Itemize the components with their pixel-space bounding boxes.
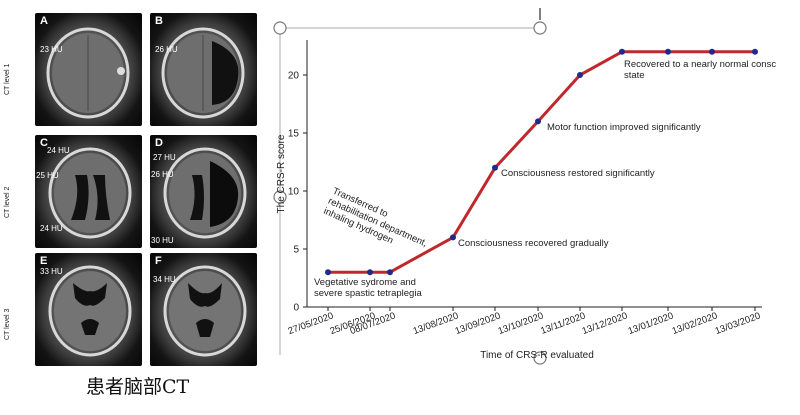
brain-slice-graphic <box>48 147 132 239</box>
data-point <box>367 269 373 276</box>
x-tick-label: 13/11/2020 <box>539 310 587 336</box>
annotation-line: severe spastic tetraplegia <box>314 288 422 299</box>
annotation-label: Motor function improved significantly <box>547 122 701 133</box>
x-tick-label: 27/05/2020 <box>287 310 335 337</box>
annotation-line: Consciousness restored significantly <box>501 168 655 179</box>
hu-label: 30 HU <box>151 236 174 245</box>
data-point <box>450 234 456 241</box>
x-tick-label: 13/03/2020 <box>714 310 762 337</box>
hu-label: 34 HU <box>153 275 176 284</box>
x-tick-label: 13/12/2020 <box>581 310 629 337</box>
x-tick-label: 13/09/2020 <box>454 310 502 337</box>
figure-caption: 患者脑部CT <box>86 376 190 398</box>
hu-label: 24 HU <box>47 146 70 155</box>
annotation-label: Consciousness recovered gradually <box>458 238 609 249</box>
resize-handle[interactable] <box>533 21 547 35</box>
y-ticks: 0 5 10 15 20 <box>288 71 307 314</box>
annotation-label: Consciousness restored significantly <box>501 168 655 179</box>
brain-slice-graphic <box>46 27 130 119</box>
x-axis-label: Time of CRS-R evaluated <box>480 350 594 361</box>
ct-scan-c: C 24 HU 25 HU 24 HU <box>35 135 142 248</box>
ct-row-label-3: CT level 3 <box>4 308 11 340</box>
ct-tile-letter: B <box>155 15 163 27</box>
ct-scan-b: B 26 HU <box>150 13 257 126</box>
y-axis-label: The CRS-R score <box>276 134 287 213</box>
y-tick-label: 15 <box>288 129 300 140</box>
y-tick-label: 5 <box>293 245 299 256</box>
ct-scan-a: A 23 HU <box>35 13 142 126</box>
data-point <box>492 164 498 171</box>
annotation-label: Transferred torehabilitation department,… <box>322 186 433 260</box>
y-tick-label: 0 <box>293 303 299 314</box>
data-point <box>619 48 625 55</box>
resize-handle[interactable] <box>273 21 287 35</box>
resize-handle[interactable] <box>533 351 547 365</box>
annotation-line: state <box>624 70 645 81</box>
annotation-label: Recovered to a nearly normal consc state <box>624 59 776 81</box>
data-point <box>665 48 671 55</box>
ct-tile-letter: D <box>155 137 163 149</box>
data-point <box>577 72 583 78</box>
hu-label: 33 HU <box>40 267 63 276</box>
data-point <box>752 48 758 55</box>
annotation-label: Vegetative sydrome and severe spastic tet… <box>314 277 422 299</box>
ct-image-panel: CT level 1 CT level 2 CT level 3 A 23 HU… <box>0 0 262 372</box>
annotation-line: Motor function improved significantly <box>547 122 701 133</box>
ct-row-label-2: CT level 2 <box>4 186 11 218</box>
brain-slice-graphic <box>48 265 132 357</box>
annotation-line: Recovered to a nearly normal consc <box>624 59 776 70</box>
y-tick-label: 10 <box>288 187 300 198</box>
ct-tile-letter: F <box>155 255 162 267</box>
resize-handle[interactable] <box>273 190 287 204</box>
annotation-line: Vegetative sydrome and <box>314 277 416 288</box>
hu-label: 27 HU <box>153 153 176 162</box>
x-tick-label: 13/10/2020 <box>497 310 545 337</box>
data-point <box>387 269 393 276</box>
data-point <box>535 118 541 125</box>
brain-slice-graphic <box>163 265 247 357</box>
x-tick-label: 13/02/2020 <box>671 310 719 337</box>
hu-label: 26 HU <box>151 170 174 179</box>
y-tick-label: 20 <box>288 71 300 82</box>
hu-label: 25 HU <box>36 171 59 180</box>
ct-tile-letter: C <box>40 137 48 149</box>
hu-label: 23 HU <box>40 45 63 54</box>
data-point <box>709 48 715 55</box>
annotation-line: Consciousness recovered gradually <box>458 238 609 249</box>
ct-tile-letter: A <box>40 15 48 27</box>
ct-row-label-1: CT level 1 <box>4 63 11 95</box>
series-layer <box>325 48 758 276</box>
ct-scan-e: E 33 HU <box>35 253 142 366</box>
brain-slice-graphic <box>163 147 247 239</box>
hu-label: 26 HU <box>155 45 178 54</box>
ct-scan-d: D 27 HU 26 HU 30 HU <box>150 135 257 248</box>
x-tick-label: 13/01/2020 <box>627 310 675 337</box>
annotations: Vegetative sydrome and severe spastic tet… <box>314 59 776 299</box>
hu-label: 24 HU <box>40 224 63 233</box>
data-point <box>325 269 331 276</box>
ct-tile-letter: E <box>40 255 48 267</box>
brain-slice-graphic <box>161 27 245 119</box>
ct-scan-f: F 34 HU <box>150 253 257 366</box>
x-tick-label: 13/08/2020 <box>412 310 460 337</box>
